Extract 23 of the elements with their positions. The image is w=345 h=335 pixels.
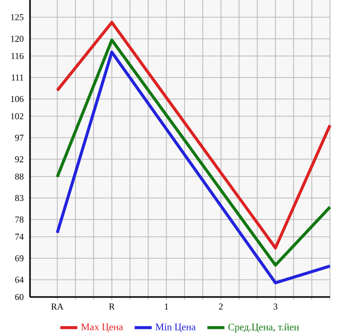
x-tick-label: 1 bbox=[164, 304, 168, 310]
x-tick-label: R bbox=[109, 304, 115, 310]
y-tick-label: 88 bbox=[15, 173, 24, 180]
y-tick-label: 106 bbox=[11, 96, 24, 102]
x-tick-label: RA bbox=[51, 304, 64, 310]
y-tick-label: 116 bbox=[11, 52, 24, 59]
legend-label: Max Цена bbox=[81, 324, 124, 332]
y-tick-label: 111 bbox=[12, 74, 24, 80]
y-tick-label: 69 bbox=[15, 255, 24, 262]
y-tick-label: 60 bbox=[15, 294, 24, 300]
y-tick-label: 78 bbox=[15, 216, 24, 223]
y-tick-label: 97 bbox=[15, 134, 24, 141]
legend-label: Min Цена bbox=[156, 324, 196, 332]
legend-label: Сред.Цена, т.йен bbox=[228, 323, 299, 332]
y-tick-label: 74 bbox=[15, 234, 24, 240]
y-tick-label: 125 bbox=[11, 14, 24, 20]
y-tick-label: 120 bbox=[11, 36, 24, 42]
x-tick-label: 3 bbox=[274, 304, 278, 310]
y-tick-label: 92 bbox=[15, 156, 24, 162]
y-tick-label: 83 bbox=[15, 194, 24, 202]
y-tick-label: 64 bbox=[15, 276, 24, 283]
y-tick-label: 102 bbox=[11, 113, 24, 120]
x-tick-label: 2 bbox=[219, 304, 223, 310]
